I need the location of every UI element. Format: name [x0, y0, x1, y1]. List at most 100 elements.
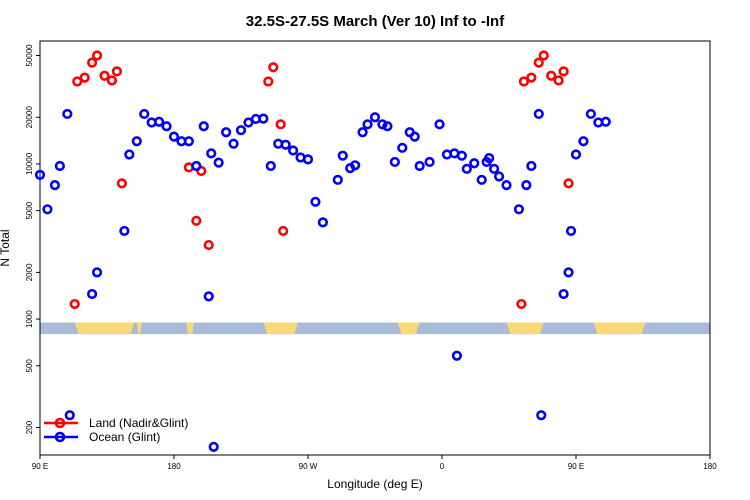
y-axis: 200 500 1000 2000 5000 10000 20000 50000: [25, 44, 40, 434]
ocean-point: [87, 288, 98, 300]
ocean-point: [563, 267, 574, 278]
map-strip-ocean: [40, 322, 710, 335]
legend-land-label: Land (Nadir&Glint): [89, 416, 188, 430]
ocean-point: [565, 225, 577, 237]
ocean-point: [131, 136, 142, 147]
ocean-point: [191, 160, 202, 172]
land-point: [558, 66, 569, 77]
land-point: [516, 298, 527, 310]
legend: Land (Nadir&Glint) Ocean (Glint): [44, 416, 188, 444]
land-point: [278, 225, 289, 237]
ocean-point: [414, 160, 425, 172]
x-tick-label: 90 W: [299, 462, 318, 471]
land-point: [116, 178, 127, 189]
ocean-point: [558, 288, 569, 300]
ocean-point: [168, 131, 180, 142]
land-point: [546, 70, 557, 81]
land-point: [563, 178, 574, 189]
ocean-point: [62, 108, 73, 120]
x-tick-label: 90 E: [32, 462, 48, 471]
ocean-point: [424, 156, 435, 168]
legend-land-marker: [54, 417, 66, 429]
ocean-point: [154, 116, 165, 127]
land-point: [91, 50, 103, 61]
land-point: [196, 165, 207, 177]
land-point: [111, 66, 123, 77]
ocean-point: [302, 154, 314, 165]
ocean-point: [382, 121, 393, 132]
ocean-point: [377, 119, 388, 130]
ocean-point: [369, 112, 381, 123]
ocean-point: [183, 136, 194, 147]
ocean-point: [461, 163, 472, 174]
y-tick-label: 20000: [25, 106, 34, 129]
ocean-point: [389, 156, 400, 168]
x-tick-label: 90 E: [568, 462, 584, 471]
ocean-point: [578, 136, 589, 147]
ocean-point: [198, 121, 209, 132]
ocean-point: [208, 441, 219, 452]
ocean-point: [91, 267, 103, 278]
ocean-point: [585, 108, 596, 120]
map-strip-land: [593, 322, 646, 335]
land-point: [553, 75, 564, 86]
ocean-point: [203, 291, 214, 302]
land-point: [268, 62, 279, 73]
ocean-point: [469, 158, 480, 169]
ocean-point: [501, 180, 512, 191]
ocean-point: [397, 142, 408, 153]
ocean-point: [600, 116, 611, 127]
land-point: [526, 72, 537, 83]
series-ocean: [34, 108, 611, 452]
ocean-point: [362, 119, 373, 130]
x-tick-label: 0: [440, 462, 445, 471]
land-point: [106, 75, 118, 86]
land-point: [203, 239, 214, 251]
ocean-point: [258, 113, 269, 124]
ocean-point: [139, 108, 150, 120]
ocean-point: [332, 174, 343, 185]
map-strip-land: [188, 322, 194, 335]
ocean-point: [533, 108, 544, 120]
ocean-point: [206, 148, 217, 159]
map-strip-land: [74, 322, 135, 335]
y-tick-label: 50000: [25, 44, 34, 67]
ocean-point: [124, 149, 135, 160]
ocean-point: [536, 410, 547, 421]
y-tick-label: 2000: [25, 263, 34, 281]
land-point: [87, 57, 98, 68]
chart-title: 32.5S-27.5S March (Ver 10) Inf to -Inf: [246, 13, 505, 30]
y-tick-label: 200: [25, 420, 34, 434]
ocean-point: [228, 138, 239, 149]
ocean-point: [489, 163, 500, 174]
ocean-point: [513, 204, 525, 215]
plot-frame: [39, 40, 711, 456]
ocean-point: [34, 169, 46, 180]
map-strip-land: [263, 322, 299, 335]
ocean-point: [451, 350, 462, 361]
ocean-point: [265, 160, 276, 172]
y-tick-label: 500: [25, 359, 34, 373]
ocean-point: [476, 174, 487, 185]
ocean-point: [570, 149, 582, 160]
y-tick-label: 1000: [25, 310, 34, 328]
x-axis-title: Longitude (deg E): [327, 477, 422, 491]
ocean-point: [484, 153, 495, 164]
land-point: [263, 76, 274, 87]
ocean-point: [317, 217, 328, 228]
map-strip-land: [397, 322, 420, 335]
ocean-point: [288, 145, 299, 156]
land-point: [533, 57, 544, 68]
land-point: [72, 76, 83, 87]
ocean-point: [54, 160, 65, 172]
x-tick-label: 180: [703, 462, 717, 471]
land-point: [538, 50, 549, 61]
ocean-point: [521, 180, 532, 191]
series-land: [69, 50, 574, 310]
ocean-point: [357, 127, 368, 138]
ocean-point: [310, 196, 321, 207]
data-series: [34, 50, 611, 452]
land-point: [69, 298, 80, 310]
ocean-point: [337, 150, 348, 161]
x-axis: 90 E 180 90 W 0 90 E 180: [32, 455, 717, 471]
